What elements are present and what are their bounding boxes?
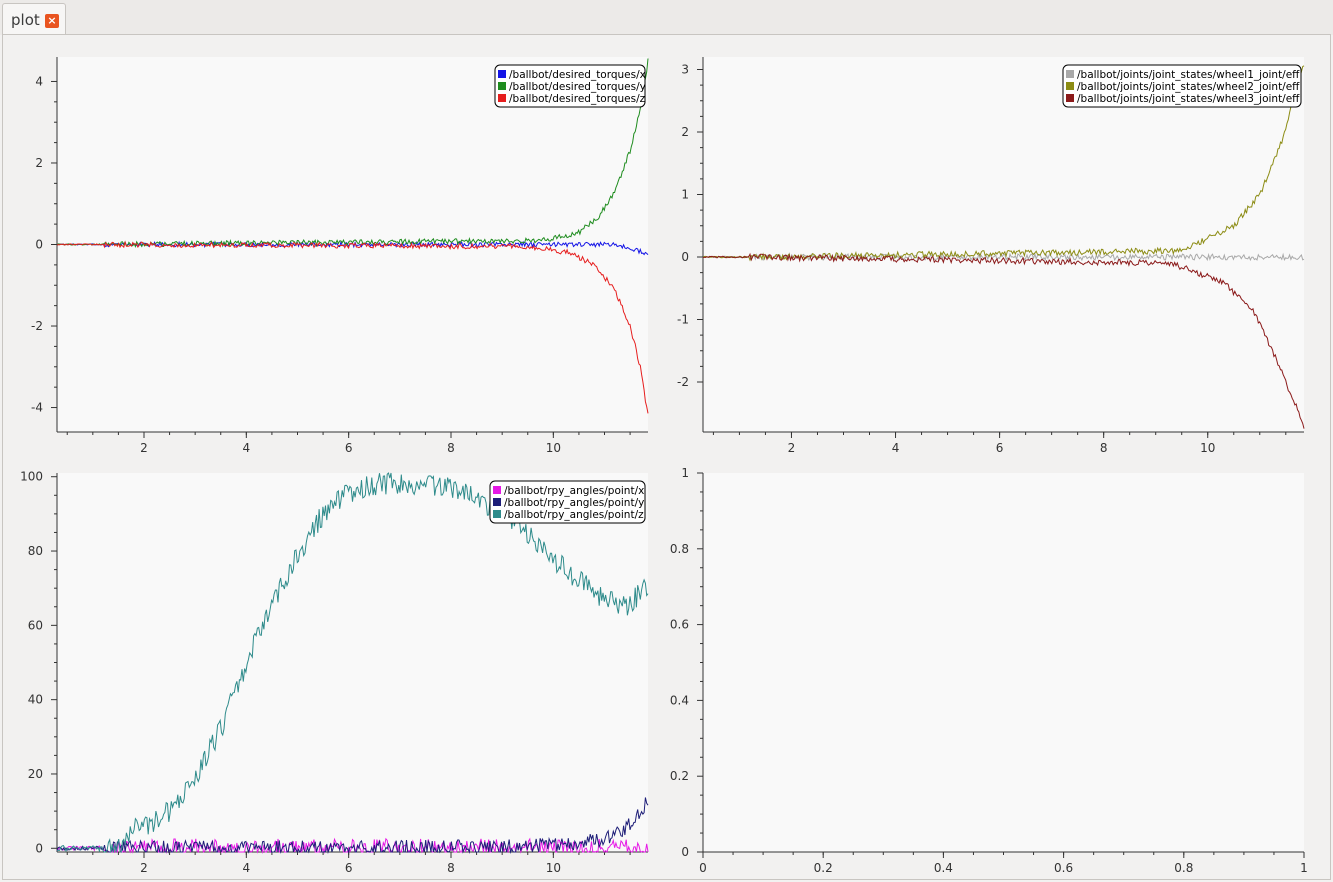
- x-tick-label: 6: [996, 441, 1004, 455]
- x-tick-label: 10: [546, 441, 561, 455]
- y-tick-label: 3: [681, 63, 689, 77]
- legend-label: /ballbot/desired_torques/z: [509, 93, 646, 105]
- legend-swatch: [493, 510, 501, 518]
- x-tick-label: 6: [345, 861, 353, 875]
- x-tick-label: 1: [1300, 861, 1308, 875]
- legend-label: /ballbot/joints/joint_states/wheel3_join…: [1077, 93, 1300, 105]
- plot-background: [57, 473, 648, 852]
- chart-2: -2 -1 0 1 2 3 2 4 6 8 10/ballbot/joints/joint_stat…: [677, 57, 1305, 455]
- y-tick-label: 0.4: [670, 693, 689, 707]
- legend-swatch: [1066, 82, 1074, 90]
- x-tick-label: 2: [140, 441, 148, 455]
- x-tick-label: 8: [1100, 441, 1108, 455]
- y-tick-label: 1: [681, 466, 689, 480]
- x-tick-label: 4: [243, 861, 251, 875]
- y-tick-label: 1: [681, 188, 689, 202]
- series-line-3: [56, 472, 649, 854]
- legend-box: [494, 64, 646, 108]
- x-tick-label: 4: [243, 441, 251, 455]
- x-tick-label: 8: [447, 861, 455, 875]
- x-tick-label: 10: [546, 861, 561, 875]
- legend: /ballbot/desired_torques/x/ballbot/desir…: [494, 64, 646, 108]
- tab-plot[interactable]: plot ×: [2, 3, 66, 35]
- x-tick-label: 0.2: [814, 861, 833, 875]
- legend-swatch: [498, 70, 506, 78]
- legend: /ballbot/rpy_angles/point/x/ballbot/rpy_…: [489, 480, 646, 524]
- y-tick-label: 40: [28, 693, 43, 707]
- y-tick-label: 80: [28, 544, 43, 558]
- y-tick-label: 20: [28, 767, 43, 781]
- series-line-1: [702, 252, 1305, 262]
- y-tick-label: -2: [677, 375, 689, 389]
- x-tick-label: 2: [788, 441, 796, 455]
- legend: /ballbot/joints/joint_states/wheel1_join…: [1062, 64, 1302, 108]
- series-line-3: [56, 240, 649, 414]
- legend-swatch: [493, 486, 501, 494]
- x-tick-label: 8: [447, 441, 455, 455]
- x-tick-label: 2: [140, 861, 148, 875]
- y-tick-label: 0: [681, 250, 689, 264]
- y-tick-label: 0: [35, 841, 43, 855]
- y-tick-label: 0: [681, 845, 689, 859]
- y-tick-label: 100: [20, 470, 43, 484]
- tab-label: plot: [11, 11, 40, 29]
- series-line-2: [702, 65, 1305, 262]
- series-line-2: [56, 58, 649, 248]
- close-icon[interactable]: ×: [45, 14, 59, 28]
- y-tick-label: 60: [28, 618, 43, 632]
- legend-box: [1062, 64, 1302, 108]
- legend-label: /ballbot/rpy_angles/point/x: [504, 485, 644, 497]
- y-tick-label: -1: [677, 313, 689, 327]
- y-tick-label: 2: [35, 156, 43, 170]
- series-line-3: [702, 252, 1305, 429]
- x-tick-label: 4: [892, 441, 900, 455]
- y-tick-label: 0.6: [670, 618, 689, 632]
- legend-swatch: [498, 94, 506, 102]
- legend-label: /ballbot/desired_torques/x: [509, 69, 646, 81]
- x-tick-label: 0.8: [1174, 861, 1193, 875]
- legend-swatch: [493, 498, 501, 506]
- legend-label: /ballbot/desired_torques/y: [509, 81, 646, 93]
- y-tick-label: 0: [35, 238, 43, 252]
- plot-background: [703, 57, 1304, 432]
- plot-background: [703, 473, 1304, 852]
- legend-label: /ballbot/joints/joint_states/wheel1_join…: [1077, 69, 1300, 81]
- y-tick-label: 2: [681, 125, 689, 139]
- chart-3: 0 20 40 60 80 100 2 4 6 8 10/ballbot/rpy_angles/po…: [20, 470, 649, 875]
- y-tick-label: -4: [31, 401, 43, 415]
- legend-label: /ballbot/joints/joint_states/wheel2_join…: [1077, 81, 1300, 93]
- legend-swatch: [1066, 94, 1074, 102]
- legend-box: [489, 480, 646, 524]
- x-tick-label: 10: [1200, 441, 1215, 455]
- chart-4: 0 0.2 0.4 0.6 0.8 1 0 0.2 0.4 0.6 0.8 1: [670, 466, 1308, 875]
- series-line-2: [56, 797, 649, 854]
- y-tick-label: 0.8: [670, 542, 689, 556]
- x-tick-label: 0.4: [934, 861, 953, 875]
- y-tick-label: 0.2: [670, 769, 689, 783]
- x-tick-label: 0: [699, 861, 707, 875]
- y-tick-label: 4: [35, 74, 43, 88]
- legend-label: /ballbot/rpy_angles/point/y: [504, 497, 644, 509]
- tab-bar: plot ×: [0, 0, 1333, 35]
- x-tick-label: 0.6: [1054, 861, 1073, 875]
- x-tick-label: 6: [345, 441, 353, 455]
- legend-swatch: [1066, 70, 1074, 78]
- y-tick-label: -2: [31, 319, 43, 333]
- legend-label: /ballbot/rpy_angles/point/z: [504, 509, 644, 521]
- legend-swatch: [498, 82, 506, 90]
